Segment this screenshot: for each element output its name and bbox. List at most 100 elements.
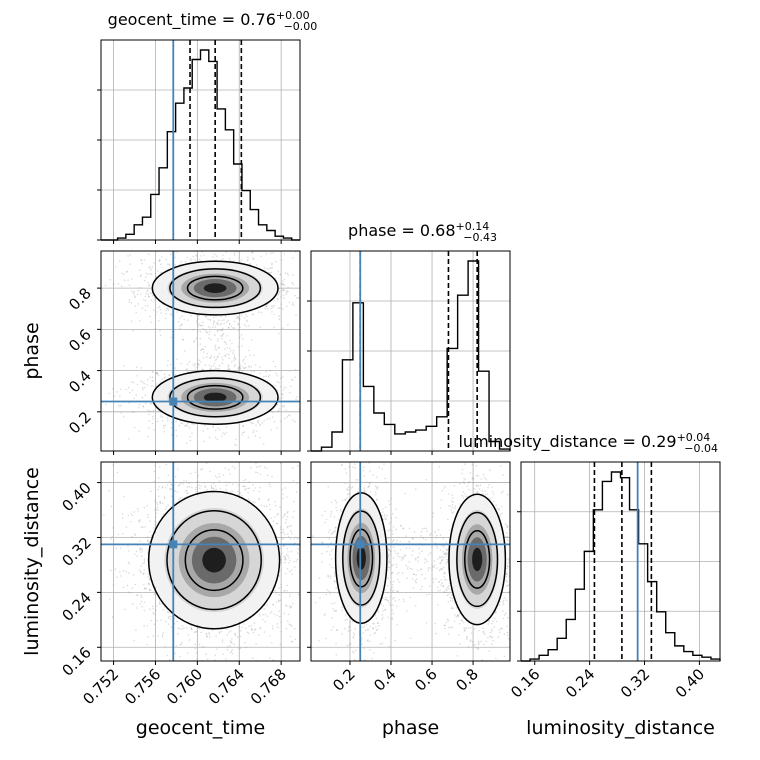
sample-point — [226, 633, 228, 636]
sample-point — [151, 266, 153, 268]
sample-point — [245, 325, 248, 328]
sample-point — [244, 485, 246, 488]
sample-point — [291, 281, 294, 284]
sample-point — [174, 476, 177, 478]
sample-point — [251, 422, 253, 425]
sample-point — [176, 435, 178, 437]
sample-point — [214, 344, 217, 347]
sample-point — [285, 409, 287, 411]
sample-point — [164, 508, 167, 511]
sample-point — [167, 308, 169, 310]
sample-point — [239, 367, 241, 369]
sample-point — [138, 403, 141, 406]
sample-point — [252, 422, 254, 424]
sample-point — [184, 425, 186, 427]
sample-point — [135, 629, 137, 632]
sample-point — [313, 505, 315, 507]
sample-point — [303, 268, 305, 270]
sample-point — [259, 436, 262, 439]
sample-point — [249, 263, 251, 265]
sample-point — [131, 411, 134, 414]
sample-point — [225, 481, 227, 484]
sample-point — [287, 613, 290, 616]
sample-point — [135, 394, 138, 397]
sample-point — [126, 584, 129, 587]
sample-point — [229, 350, 232, 352]
sample-point — [259, 424, 261, 427]
sample-point — [180, 362, 183, 365]
sample-point — [116, 576, 118, 578]
sample-point — [264, 608, 266, 610]
sample-point — [179, 327, 182, 330]
sample-point — [227, 364, 230, 367]
sample-point — [286, 272, 289, 275]
sample-point — [212, 426, 214, 428]
sample-point — [248, 241, 250, 243]
sample-point — [147, 576, 149, 578]
sample-point — [150, 268, 152, 271]
sample-point — [208, 364, 211, 367]
sample-point — [140, 571, 143, 574]
sample-point — [143, 298, 145, 301]
sample-point — [282, 283, 285, 286]
sample-point — [209, 357, 211, 359]
sample-point — [190, 627, 193, 629]
sample-point — [259, 423, 261, 426]
sample-point — [238, 460, 240, 462]
sample-point — [204, 345, 206, 348]
sample-point — [143, 601, 146, 604]
sample-point — [286, 496, 288, 498]
sample-point — [241, 666, 243, 668]
sample-point — [175, 429, 177, 432]
panel-title-phase: phase = 0.68+0.14 −0.43 — [348, 220, 497, 244]
sample-point — [285, 627, 288, 630]
sample-point — [244, 627, 247, 630]
sample-point — [139, 548, 141, 551]
sample-point — [282, 308, 284, 311]
sample-point — [195, 630, 198, 633]
sample-point — [117, 404, 120, 407]
sample-point — [210, 486, 213, 489]
sample-point — [283, 404, 286, 407]
sample-point — [177, 321, 180, 323]
sample-point — [140, 565, 142, 568]
sample-point — [142, 405, 144, 407]
sample-point — [224, 467, 227, 470]
sample-point — [200, 255, 202, 257]
sample-point — [199, 331, 202, 333]
sample-point — [201, 245, 203, 247]
sample-point — [294, 420, 296, 423]
sample-point — [181, 338, 184, 341]
density-level — [203, 392, 227, 403]
sample-point — [317, 304, 319, 306]
sample-point — [159, 602, 161, 604]
sample-point — [225, 431, 227, 434]
sample-point — [151, 385, 153, 388]
sample-point — [302, 573, 304, 575]
histogram-luminosity_distance — [521, 471, 721, 662]
sample-point — [157, 374, 160, 377]
sample-point — [159, 259, 161, 262]
sample-point — [242, 425, 245, 428]
sample-point — [250, 624, 253, 627]
sample-point — [286, 511, 289, 514]
sample-point — [257, 634, 260, 636]
sample-point — [227, 368, 229, 371]
sample-point — [184, 260, 187, 263]
sample-point — [138, 520, 141, 523]
sample-point — [225, 353, 228, 356]
sample-point — [165, 312, 167, 315]
sample-point — [290, 550, 293, 553]
sample-point — [209, 319, 211, 321]
sample-point — [205, 315, 208, 318]
sample-point — [140, 380, 142, 383]
sample-point — [244, 356, 247, 358]
sample-point — [174, 490, 176, 492]
hist-panel-luminosity_distance: luminosity_distance = 0.29+0.04 −0.04 — [458, 431, 721, 665]
sample-point — [249, 499, 251, 502]
sample-point — [210, 487, 213, 490]
sample-point — [240, 259, 243, 261]
sample-point — [145, 587, 148, 590]
sample-point — [212, 456, 214, 458]
sample-point — [285, 604, 287, 606]
